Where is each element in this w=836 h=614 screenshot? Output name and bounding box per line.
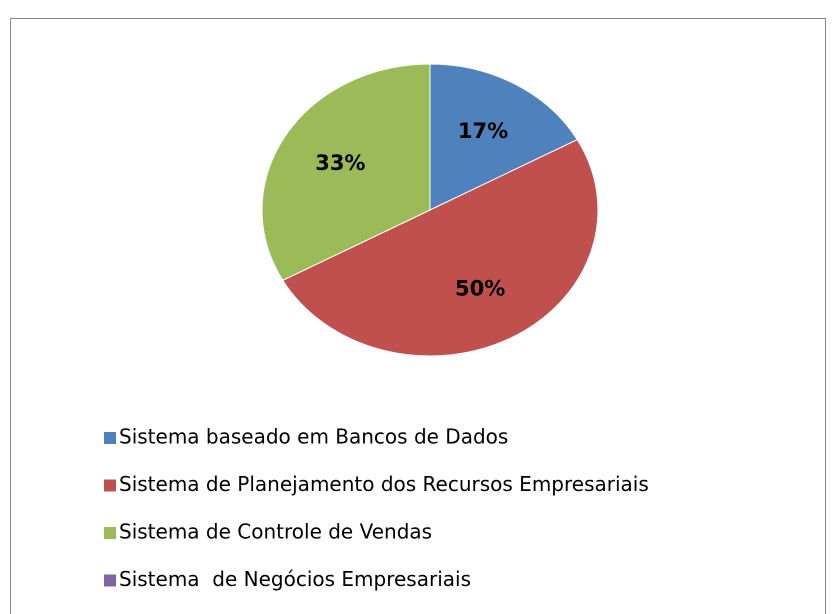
legend-swatch bbox=[104, 574, 116, 587]
data-label: 33% bbox=[315, 151, 365, 175]
legend-label: Sistema de Negócios Empresariais bbox=[119, 567, 471, 591]
data-label: 17% bbox=[458, 119, 508, 143]
legend-label: Sistema de Planejamento dos Recursos Emp… bbox=[119, 472, 649, 496]
pie-slice bbox=[282, 139, 599, 357]
legend-swatch bbox=[104, 479, 116, 492]
legend-swatch bbox=[104, 432, 116, 444]
pie-slice bbox=[429, 63, 578, 211]
legend-swatch bbox=[104, 527, 116, 539]
data-label: 50% bbox=[455, 276, 505, 300]
legend-label: Sistema de Controle de Vendas bbox=[119, 520, 432, 544]
pie-slice bbox=[261, 63, 431, 281]
legend-label: Sistema baseado em Bancos de Dados bbox=[119, 425, 508, 449]
